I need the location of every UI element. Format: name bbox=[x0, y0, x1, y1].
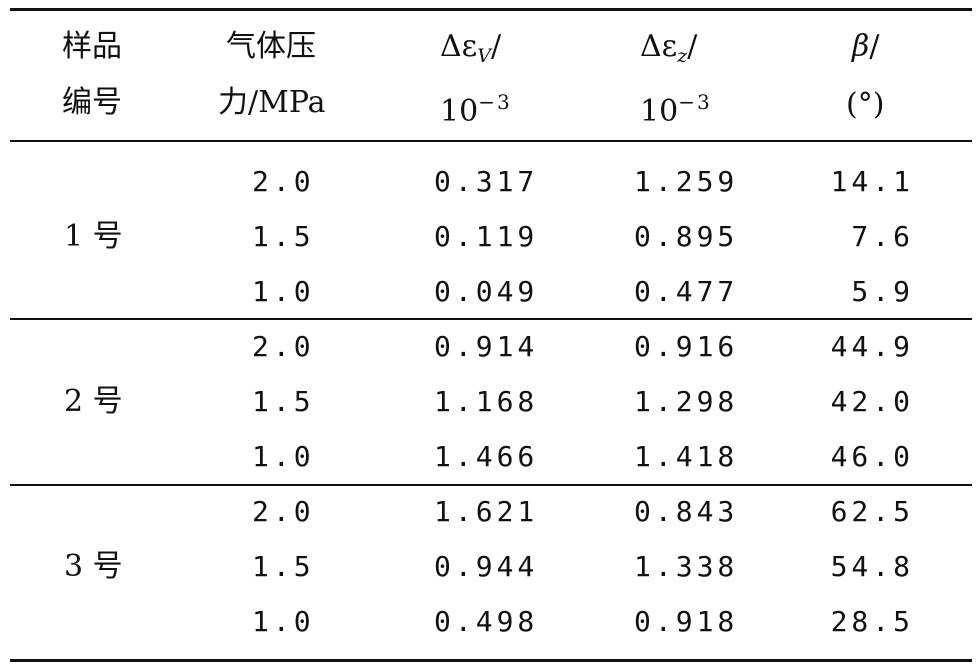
volumetric-strain-cell: 0.498 bbox=[434, 605, 539, 638]
group-divider-2 bbox=[10, 484, 972, 486]
header-beta-unit: (°) bbox=[846, 87, 885, 122]
pressure-cell: 1.0 bbox=[252, 440, 315, 473]
header-dez-scale: 10−3 bbox=[640, 92, 712, 127]
pressure-cell: 1.5 bbox=[252, 550, 315, 583]
header-dez-scale-exp: −3 bbox=[678, 90, 712, 114]
pressure-cell: 1.5 bbox=[252, 220, 315, 253]
pressure-cell: 2.0 bbox=[252, 495, 315, 528]
pressure-cell: 2.0 bbox=[252, 330, 315, 363]
axial-strain-cell: 1.259 bbox=[634, 165, 739, 198]
beta-cell: 62.5 bbox=[830, 495, 914, 528]
header-rule bbox=[10, 140, 972, 142]
beta-cell: 46.0 bbox=[830, 440, 914, 473]
beta-cell: 7.6 bbox=[851, 220, 914, 253]
beta-cell: 14.1 bbox=[830, 165, 914, 198]
volumetric-strain-cell: 0.914 bbox=[434, 330, 539, 363]
group-divider-1 bbox=[10, 318, 972, 320]
group-label: 1 号 bbox=[64, 219, 123, 254]
header-dez-slash: / bbox=[687, 29, 698, 64]
axial-strain-cell: 1.418 bbox=[634, 440, 739, 473]
header-axial-strain: Δεz/ bbox=[640, 32, 697, 66]
pressure-cell: 1.5 bbox=[252, 385, 315, 418]
bottom-rule bbox=[10, 659, 972, 662]
header-pressure-line1: 气体压 bbox=[226, 29, 316, 64]
top-rule bbox=[10, 8, 972, 11]
beta-cell: 44.9 bbox=[830, 330, 914, 363]
volumetric-strain-cell: 0.119 bbox=[434, 220, 539, 253]
beta-cell: 28.5 bbox=[830, 605, 914, 638]
axial-strain-cell: 0.477 bbox=[634, 275, 739, 308]
volumetric-strain-cell: 0.317 bbox=[434, 165, 539, 198]
volumetric-strain-cell: 1.466 bbox=[434, 440, 539, 473]
header-dev-subscript: V bbox=[477, 45, 491, 67]
header-volumetric-strain: ΔεV/ bbox=[440, 32, 501, 66]
beta-cell: 5.9 bbox=[851, 275, 914, 308]
header-beta-symbol: β bbox=[852, 29, 870, 64]
beta-cell: 42.0 bbox=[830, 385, 914, 418]
header-dez-subscript: z bbox=[677, 45, 688, 67]
axial-strain-cell: 0.895 bbox=[634, 220, 739, 253]
header-dev-scale-exp: −3 bbox=[478, 90, 512, 114]
header-dev-symbol: Δε bbox=[440, 29, 478, 64]
header-beta: β/ bbox=[852, 32, 879, 62]
volumetric-strain-cell: 1.621 bbox=[434, 495, 539, 528]
header-dez-symbol: Δε bbox=[640, 29, 678, 64]
header-dev-scale: 10−3 bbox=[440, 92, 512, 127]
axial-strain-cell: 0.843 bbox=[634, 495, 739, 528]
volumetric-strain-cell: 0.049 bbox=[434, 275, 539, 308]
pressure-cell: 1.0 bbox=[252, 605, 315, 638]
axial-strain-cell: 0.918 bbox=[634, 605, 739, 638]
header-sample-line1: 样品 bbox=[62, 29, 122, 64]
pressure-cell: 1.0 bbox=[252, 275, 315, 308]
header-dez-scale-base: 10 bbox=[640, 94, 679, 129]
beta-cell: 54.8 bbox=[830, 550, 914, 583]
header-dev-scale-base: 10 bbox=[440, 94, 479, 129]
header-pressure-line2: 力/MPa bbox=[218, 85, 326, 120]
axial-strain-cell: 0.916 bbox=[634, 330, 739, 363]
volumetric-strain-cell: 1.168 bbox=[434, 385, 539, 418]
pressure-cell: 2.0 bbox=[252, 165, 315, 198]
group-label: 3 号 bbox=[64, 549, 123, 584]
header-dev-slash: / bbox=[490, 29, 502, 64]
header-beta-slash: / bbox=[869, 29, 880, 64]
axial-strain-cell: 1.338 bbox=[634, 550, 739, 583]
axial-strain-cell: 1.298 bbox=[634, 385, 739, 418]
group-label: 2 号 bbox=[64, 384, 123, 419]
header-sample-line2: 编号 bbox=[62, 85, 122, 120]
volumetric-strain-cell: 0.944 bbox=[434, 550, 539, 583]
